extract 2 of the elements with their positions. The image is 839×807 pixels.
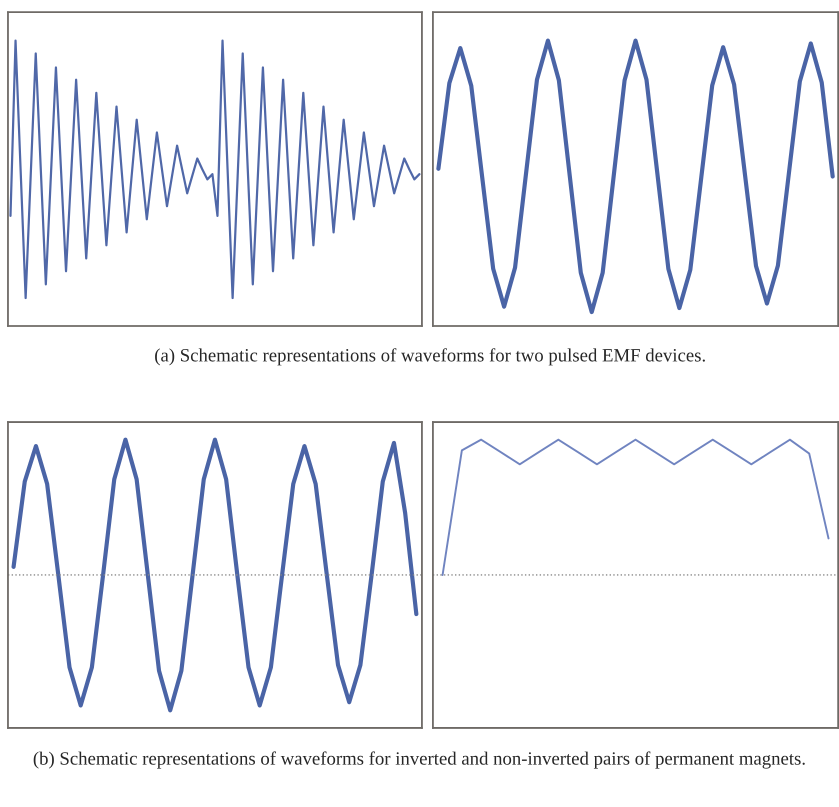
text: (a) Schematic representations of waveforms for two pulsed EMF devices. [155, 348, 705, 366]
text: (b) Schematic representations of waveforms for inverted and non-inverted pairs of permanent magnets. [34, 751, 805, 769]
